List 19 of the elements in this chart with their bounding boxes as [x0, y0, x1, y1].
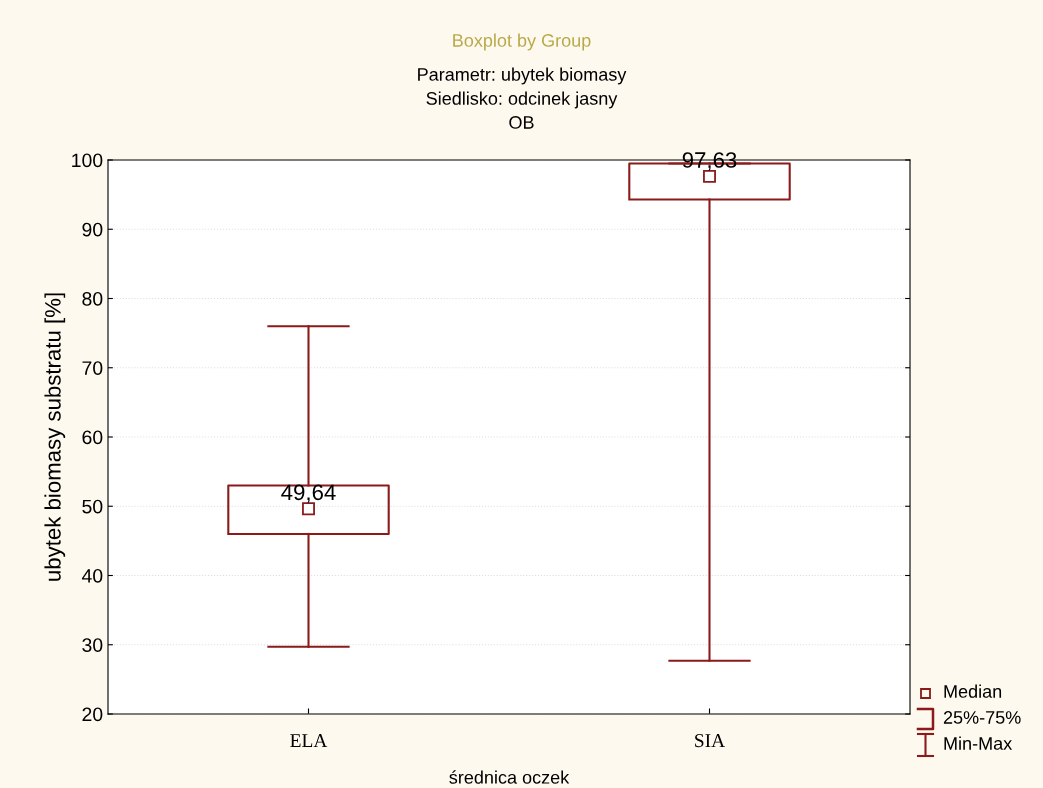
y-axis-title: ubytek biomasy substratu [%] — [44, 293, 66, 581]
y-tick-label: 40 — [81, 568, 103, 583]
y-tick-label: 50 — [82, 499, 103, 514]
x-axis-title: średnica oczek — [449, 770, 570, 784]
y-tick-label: 90 — [82, 222, 103, 237]
y-tick-label: 30 — [82, 638, 103, 652]
text: Min-Max — [944, 736, 1013, 750]
y-tick-label: 80 — [82, 291, 103, 306]
y-tick-label: 20 — [82, 707, 103, 722]
chart-subtitle: Parametr: ubytek biomasy Siedlisko: odcinek jasny OB — [418, 67, 627, 129]
y-tick-label: 70 — [82, 361, 103, 375]
chart-title: Boxplot by Group — [453, 33, 591, 51]
y-tick-label: 100 — [72, 153, 103, 168]
text: 25%-75% — [943, 711, 1021, 724]
text: Median — [944, 684, 1002, 698]
y-tick-label: 60 — [82, 430, 103, 445]
text: 49,64 — [281, 484, 336, 503]
x-tick-label: ELA — [290, 734, 328, 747]
x-tick-label: SIA — [695, 734, 726, 748]
